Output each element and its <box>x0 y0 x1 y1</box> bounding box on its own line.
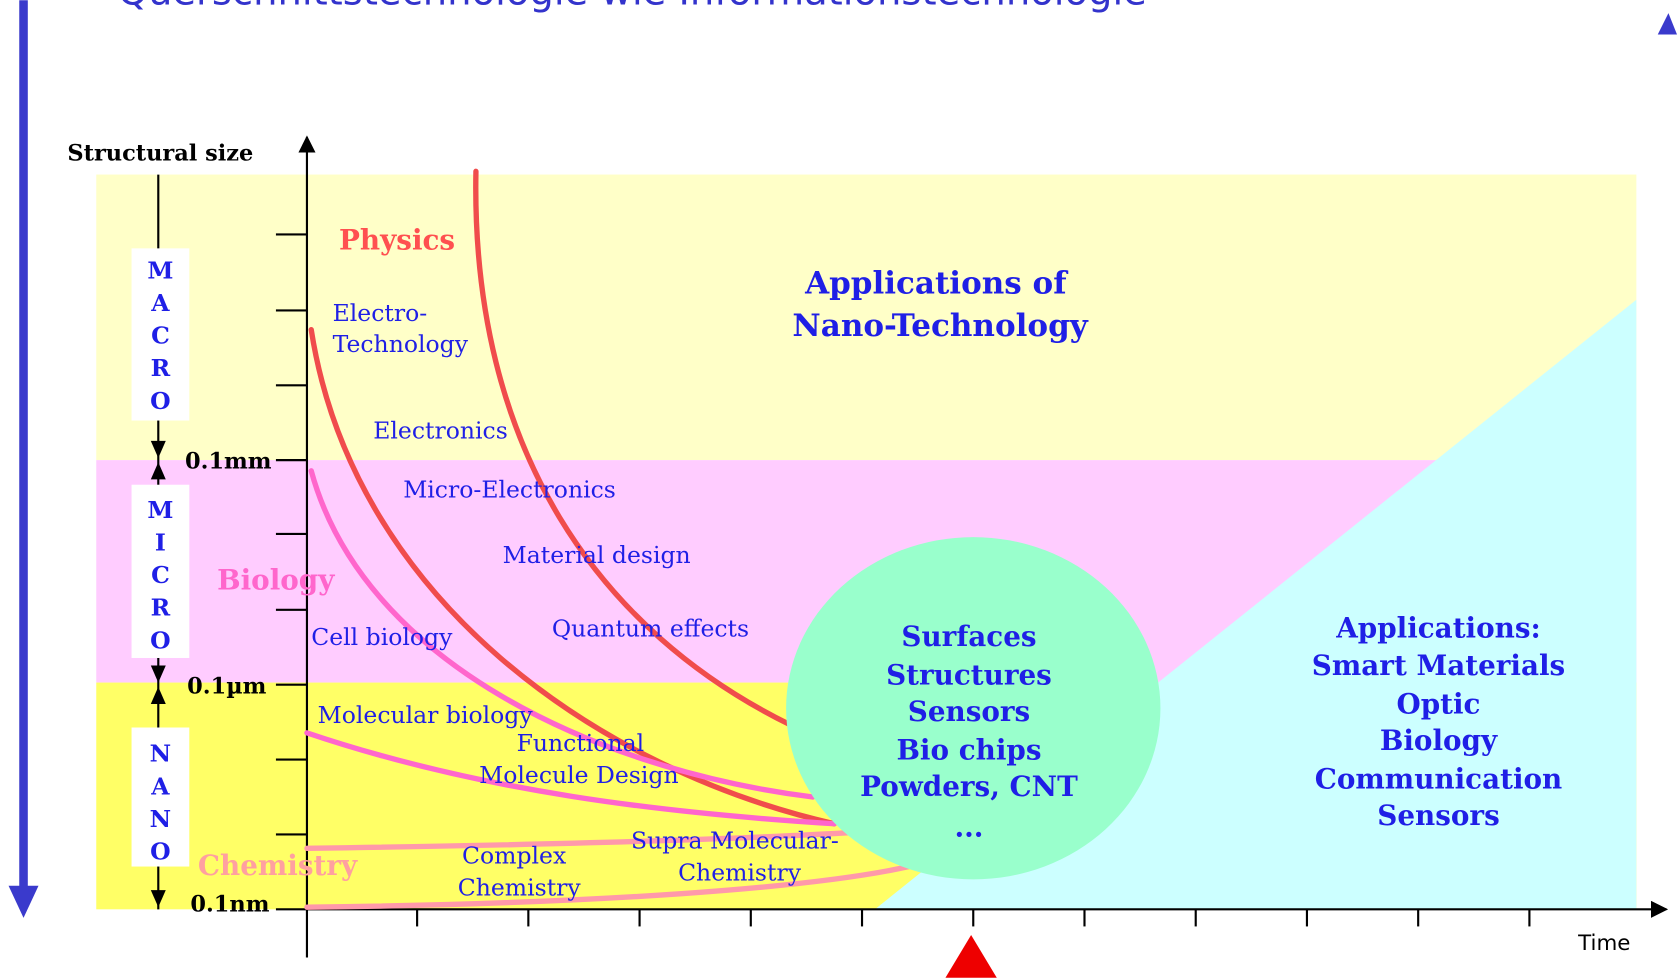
topic: Chemistry <box>678 858 802 886</box>
core-circle <box>786 537 1161 880</box>
core-item: Surfaces <box>901 620 1036 653</box>
macro-band <box>96 174 1637 461</box>
topic: Complex <box>462 841 566 869</box>
topic: Functional <box>517 729 645 757</box>
ticks <box>275 233 1531 927</box>
topic: Molecule Design <box>479 761 678 789</box>
core-item: Bio chips <box>896 734 1041 767</box>
topic: Micro-Electronics <box>403 476 616 504</box>
topic: Electronics <box>373 417 508 445</box>
topic: Cell biology <box>311 623 453 651</box>
title: Querschnittstechnologie wie Informations… <box>118 0 1147 15</box>
topic: Electro- <box>333 299 428 327</box>
topic: Molecular biology <box>318 701 534 729</box>
core-item: Structures <box>886 659 1052 692</box>
application-item: Optic <box>1397 688 1481 721</box>
scale-limit: 0.1mm <box>185 449 272 475</box>
field-label: Biology <box>217 564 335 597</box>
topic: Material design <box>503 541 691 569</box>
scale-box <box>131 248 190 421</box>
heading: Applications of <box>804 265 1068 301</box>
topic: Supra Molecular- <box>631 826 839 854</box>
application-item: Applications: <box>1335 612 1541 645</box>
scale-limit: 0.1nm <box>190 891 269 917</box>
now-marker <box>945 934 997 978</box>
topic: Quantum effects <box>552 615 749 643</box>
field-label: Chemistry <box>198 849 358 882</box>
x-axis-label: Time <box>1577 931 1630 956</box>
y-axis-label: Structural size <box>67 141 253 167</box>
scale-limit: 0.1µm <box>187 673 266 699</box>
scale-arrows <box>150 440 166 908</box>
heading: Nano-Technology <box>792 308 1088 344</box>
curves <box>304 168 912 910</box>
applications-list: Applications: Smart Materials OpticBiology… <box>1312 612 1565 832</box>
application-item: Communication <box>1315 762 1563 795</box>
scale-box <box>131 727 190 867</box>
core-item: ... <box>954 811 983 844</box>
core-item: Sensors <box>908 695 1030 728</box>
left-arrow-head <box>8 885 39 918</box>
topic: Chemistry <box>458 873 582 901</box>
core-item: Powders, CNT <box>860 770 1078 803</box>
scale-box <box>131 484 190 658</box>
corner-arrow <box>1657 13 1677 35</box>
topic: Technology <box>333 330 469 358</box>
application-item: Sensors <box>1377 799 1499 832</box>
field-label: Physics <box>339 223 455 256</box>
application-item: Smart Materials <box>1312 649 1565 682</box>
application-item: Biology <box>1380 724 1498 757</box>
